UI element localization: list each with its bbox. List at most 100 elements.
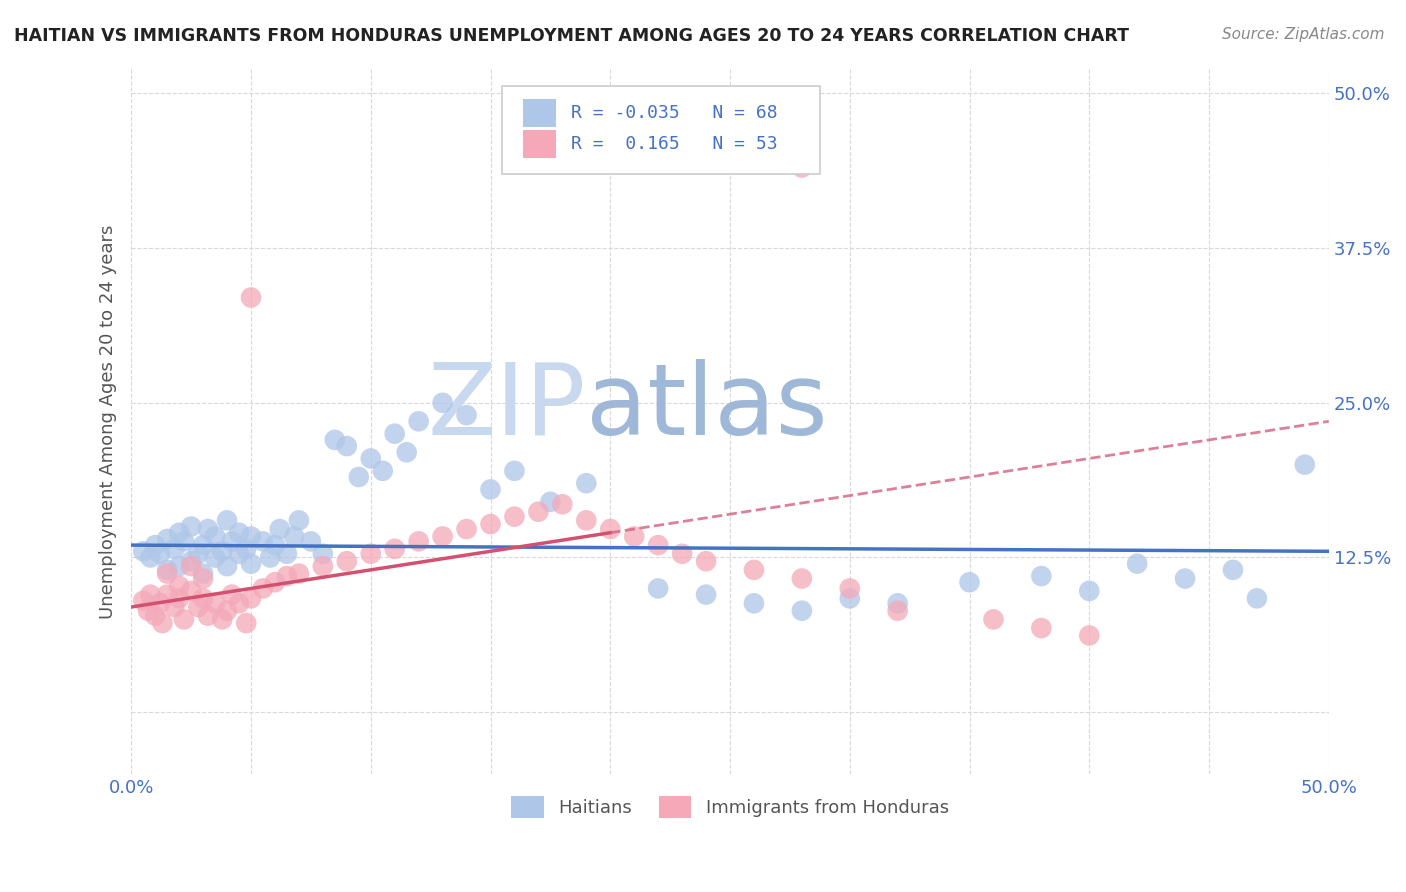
- Point: [191, 566, 214, 581]
- Point: [235, 541, 257, 556]
- Point: [163, 600, 186, 615]
- Point: [838, 591, 860, 606]
- Point: [149, 547, 172, 561]
- Point: [276, 569, 298, 583]
- Point: [1078, 628, 1101, 642]
- Point: [360, 451, 382, 466]
- Point: [167, 559, 190, 574]
- Point: [180, 554, 202, 568]
- Point: [240, 291, 263, 305]
- Point: [647, 582, 669, 596]
- Point: [167, 525, 190, 540]
- Point: [221, 588, 243, 602]
- Point: [252, 534, 274, 549]
- Point: [240, 591, 263, 606]
- Point: [395, 445, 418, 459]
- Point: [1222, 563, 1244, 577]
- Legend: Haitians, Immigrants from Honduras: Haitians, Immigrants from Honduras: [503, 789, 956, 825]
- Point: [479, 517, 502, 532]
- Point: [139, 588, 162, 602]
- Point: [211, 544, 233, 558]
- Point: [143, 608, 166, 623]
- Point: [384, 426, 406, 441]
- Point: [408, 534, 430, 549]
- Point: [647, 538, 669, 552]
- Point: [197, 522, 219, 536]
- Point: [742, 563, 765, 577]
- Point: [252, 582, 274, 596]
- Point: [1031, 569, 1053, 583]
- Point: [371, 464, 394, 478]
- Point: [187, 547, 209, 561]
- Point: [132, 594, 155, 608]
- Point: [221, 534, 243, 549]
- Y-axis label: Unemployment Among Ages 20 to 24 years: Unemployment Among Ages 20 to 24 years: [100, 224, 117, 618]
- Point: [180, 559, 202, 574]
- Point: [288, 566, 311, 581]
- Point: [136, 604, 159, 618]
- Point: [886, 596, 908, 610]
- Point: [983, 612, 1005, 626]
- Point: [228, 547, 250, 561]
- Point: [299, 534, 322, 549]
- Point: [288, 513, 311, 527]
- Point: [1126, 557, 1149, 571]
- Point: [312, 547, 335, 561]
- Point: [259, 550, 281, 565]
- Point: [623, 529, 645, 543]
- Point: [167, 579, 190, 593]
- Point: [139, 550, 162, 565]
- Point: [503, 509, 526, 524]
- Point: [191, 572, 214, 586]
- Point: [215, 559, 238, 574]
- Point: [790, 572, 813, 586]
- Point: [269, 522, 291, 536]
- Point: [180, 519, 202, 533]
- Text: atlas: atlas: [586, 359, 828, 456]
- Point: [456, 408, 478, 422]
- Point: [886, 604, 908, 618]
- Point: [1246, 591, 1268, 606]
- Point: [1078, 583, 1101, 598]
- Point: [156, 563, 179, 577]
- Point: [1174, 572, 1197, 586]
- Point: [1294, 458, 1316, 472]
- Point: [264, 575, 287, 590]
- Point: [323, 433, 346, 447]
- Point: [408, 414, 430, 428]
- Point: [575, 513, 598, 527]
- Point: [204, 529, 226, 543]
- Text: HAITIAN VS IMMIGRANTS FROM HONDURAS UNEMPLOYMENT AMONG AGES 20 TO 24 YEARS CORRE: HAITIAN VS IMMIGRANTS FROM HONDURAS UNEM…: [14, 27, 1129, 45]
- Point: [132, 544, 155, 558]
- Point: [599, 522, 621, 536]
- Point: [173, 534, 195, 549]
- Point: [503, 464, 526, 478]
- Point: [336, 554, 359, 568]
- Point: [191, 591, 214, 606]
- Point: [1031, 621, 1053, 635]
- Point: [215, 513, 238, 527]
- Point: [283, 529, 305, 543]
- Point: [959, 575, 981, 590]
- Bar: [523, 130, 557, 158]
- Point: [204, 550, 226, 565]
- Point: [575, 476, 598, 491]
- Point: [276, 547, 298, 561]
- Point: [187, 600, 209, 615]
- Point: [671, 547, 693, 561]
- Text: ZIP: ZIP: [427, 359, 586, 456]
- Point: [156, 566, 179, 581]
- Point: [384, 541, 406, 556]
- Point: [149, 596, 172, 610]
- Point: [150, 616, 173, 631]
- Point: [240, 557, 263, 571]
- Point: [432, 529, 454, 543]
- Point: [695, 588, 717, 602]
- Point: [790, 161, 813, 175]
- Point: [167, 591, 190, 606]
- Point: [264, 538, 287, 552]
- Point: [228, 596, 250, 610]
- Point: [191, 538, 214, 552]
- Point: [790, 604, 813, 618]
- Point: [215, 604, 238, 618]
